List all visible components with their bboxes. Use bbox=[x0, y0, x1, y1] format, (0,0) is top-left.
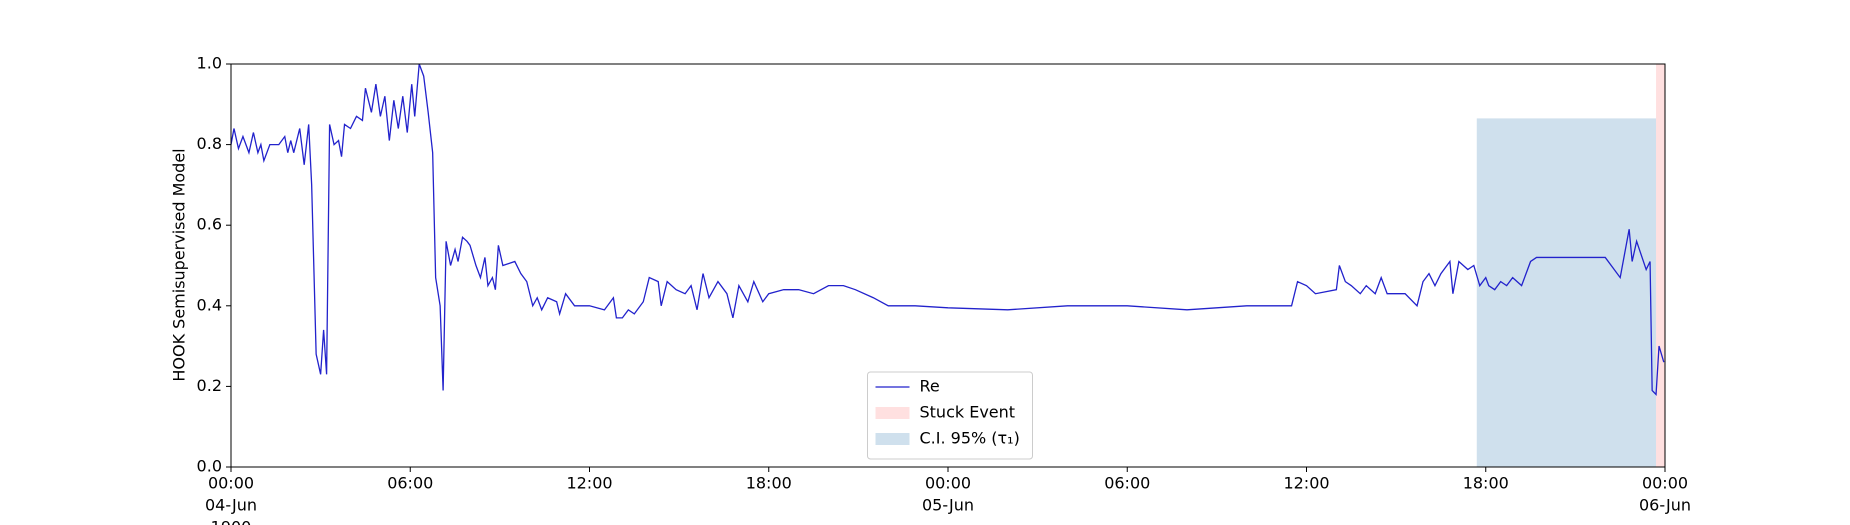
y-tick-label: 0.0 bbox=[197, 457, 222, 476]
shaded-span bbox=[1656, 64, 1665, 467]
x-tick-label: 18:00 bbox=[1463, 474, 1509, 493]
y-axis-label: HOOK Semisupervised Model bbox=[170, 148, 189, 381]
y-tick-label: 0.4 bbox=[197, 295, 222, 314]
y-tick-label: 0.8 bbox=[197, 134, 222, 153]
x-tick-label: 06:00 bbox=[387, 474, 433, 493]
x-date-label: 05-Jun bbox=[922, 496, 974, 515]
legend-label: Re bbox=[920, 377, 940, 396]
x-tick-label: 06:00 bbox=[1104, 474, 1150, 493]
x-date-label: 06-Jun bbox=[1639, 496, 1691, 515]
legend-patch bbox=[875, 433, 910, 445]
shaded-span bbox=[1476, 118, 1657, 467]
x-date-label: 04-Jun bbox=[205, 496, 257, 515]
y-tick-label: 1.0 bbox=[197, 54, 222, 73]
x-tick-label: 12:00 bbox=[1283, 474, 1329, 493]
y-tick-label: 0.6 bbox=[197, 215, 222, 234]
legend: Re Stuck Event C.I. 95% (τ₁) bbox=[867, 371, 1033, 460]
y-tick-label: 0.2 bbox=[197, 376, 222, 395]
x-tick-label: 00:00 bbox=[925, 474, 971, 493]
legend-label: C.I. 95% (τ₁) bbox=[920, 429, 1020, 448]
x-year-label: 1900 bbox=[211, 518, 252, 525]
x-tick-label: 12:00 bbox=[566, 474, 612, 493]
x-tick-label: 00:00 bbox=[1642, 474, 1688, 493]
legend-patch bbox=[875, 407, 910, 419]
x-tick-label: 00:00 bbox=[208, 474, 254, 493]
data-line bbox=[230, 63, 1665, 396]
x-tick-label: 18:00 bbox=[746, 474, 792, 493]
legend-label: Stuck Event bbox=[920, 403, 1016, 422]
